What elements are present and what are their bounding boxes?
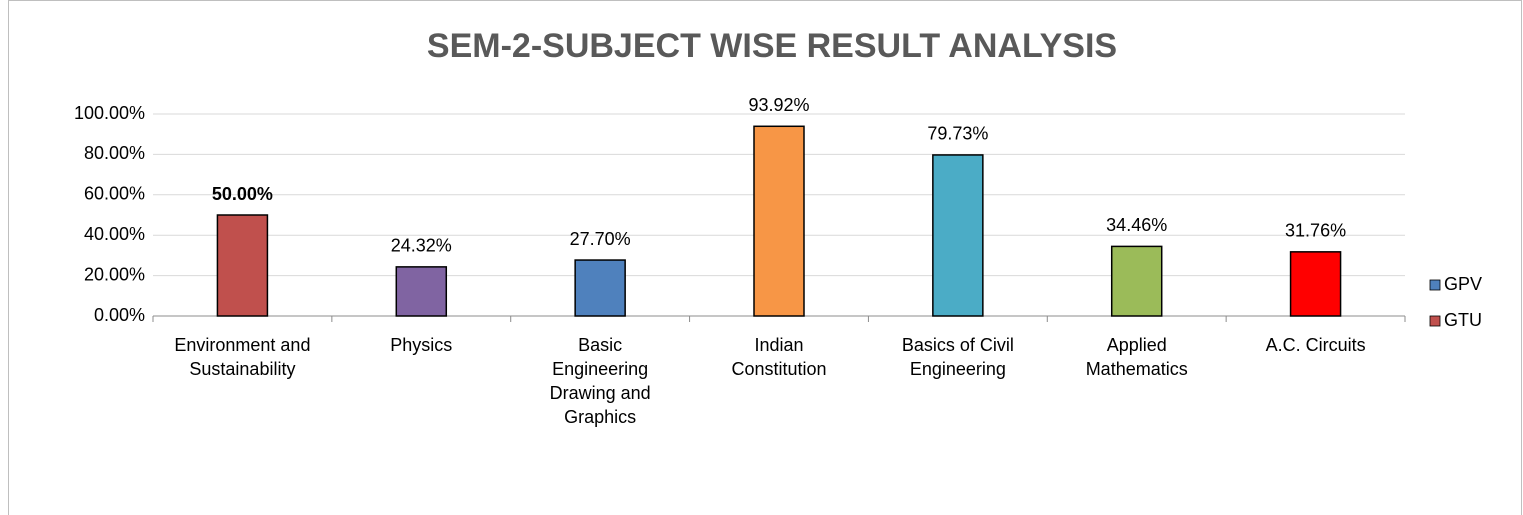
legend-swatch: [1429, 315, 1441, 327]
legend-label: GPV: [1444, 274, 1482, 294]
value-label: 31.76%: [1285, 221, 1346, 241]
bar: [1289, 251, 1342, 317]
y-tick-label: 0.00%: [94, 305, 145, 325]
bar: [395, 266, 448, 317]
x-tick-label: Physics: [390, 335, 452, 355]
y-tick-label: 20.00%: [84, 264, 145, 284]
value-label: 79.73%: [927, 124, 988, 144]
x-tick-label: Basic Engineering Drawing and Graphics: [550, 335, 651, 427]
y-tick-label: 80.00%: [84, 143, 145, 163]
y-tick-label: 60.00%: [84, 184, 145, 204]
value-label: 27.70%: [570, 229, 631, 249]
legend-label: GTU: [1444, 310, 1482, 330]
x-tick-label: Applied Mathematics: [1086, 335, 1188, 379]
x-tick-label: Basics of Civil Engineering: [902, 335, 1014, 379]
x-tick-label: Indian Constitution: [731, 335, 826, 379]
bar: [574, 259, 626, 317]
bar: [753, 125, 805, 317]
value-label: 93.92%: [748, 95, 809, 115]
legend-swatch: [1429, 279, 1441, 291]
chart-title: SEM-2-SUBJECT WISE RESULT ANALYSIS: [427, 27, 1117, 65]
x-tick-label: Environment and Sustainability: [174, 335, 310, 379]
bar: [932, 154, 984, 317]
value-label: 24.32%: [391, 236, 452, 256]
bar: [216, 214, 269, 317]
value-label: 50.00%: [212, 184, 273, 204]
y-tick-label: 40.00%: [84, 224, 145, 244]
x-tick-label: A.C. Circuits: [1266, 335, 1366, 355]
y-tick-label: 100.00%: [74, 103, 145, 123]
value-label: 34.46%: [1106, 215, 1167, 235]
bar: [1110, 245, 1163, 317]
